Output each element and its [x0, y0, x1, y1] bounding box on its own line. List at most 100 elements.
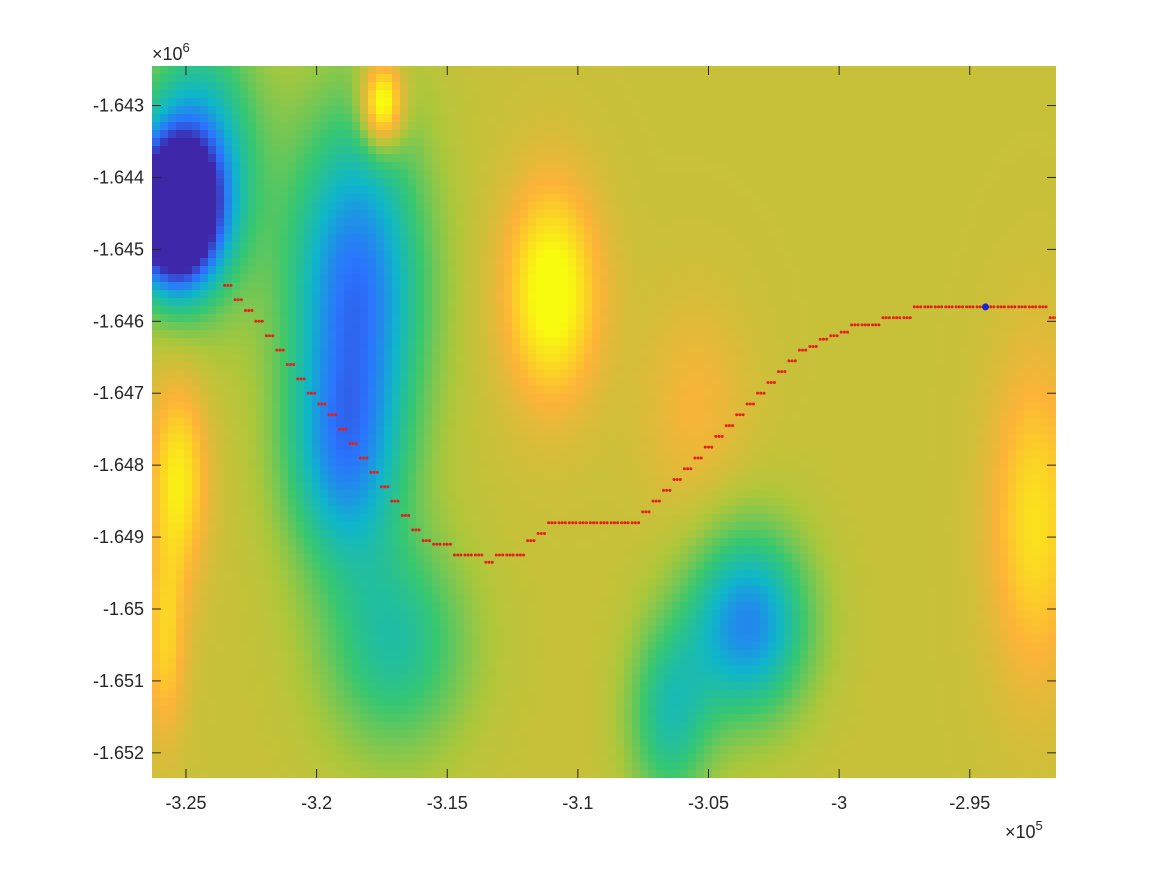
heatmap-cell [960, 194, 969, 203]
heatmap-cell [800, 410, 809, 419]
heatmap-cell [256, 282, 265, 291]
heatmap-cell [304, 266, 313, 275]
heatmap-cell [240, 218, 249, 227]
heatmap-cell [1024, 338, 1033, 347]
heatmap-cell [992, 114, 1001, 123]
heatmap-cell [216, 258, 225, 267]
heatmap-cell [1040, 178, 1049, 187]
heatmap-cell [664, 322, 673, 331]
heatmap-cell [440, 338, 449, 347]
heatmap-cell [800, 274, 809, 283]
heatmap-cell [1032, 106, 1041, 115]
heatmap-cell [760, 322, 769, 331]
heatmap-cell [304, 322, 313, 331]
heatmap-cell [280, 66, 289, 75]
heatmap-cell [976, 298, 985, 307]
heatmap-cell [1032, 258, 1041, 267]
heatmap-cell [880, 146, 889, 155]
heatmap-cell [936, 146, 945, 155]
heatmap-cell [200, 354, 209, 363]
heatmap-cell [464, 266, 473, 275]
heatmap-cell [384, 162, 393, 171]
heatmap-cell [904, 194, 913, 203]
heatmap-cell [288, 194, 297, 203]
heatmap-cell [928, 114, 937, 123]
heatmap-cell [944, 322, 953, 331]
heatmap-cell [416, 154, 425, 163]
heatmap-cell [984, 250, 993, 259]
heatmap-cell [304, 170, 313, 179]
heatmap-cell [600, 298, 609, 307]
heatmap-cell [744, 330, 753, 339]
heatmap-cell [952, 250, 961, 259]
heatmap-cell [1000, 290, 1009, 299]
heatmap-cell [752, 402, 761, 411]
heatmap-cell [592, 410, 601, 419]
heatmap-cell [1008, 226, 1017, 235]
heatmap-cell [688, 218, 697, 227]
heatmap-cell [688, 90, 697, 99]
heatmap-cell [768, 370, 777, 379]
heatmap-cell [784, 354, 793, 363]
heatmap-cell [792, 114, 801, 123]
heatmap-cell [392, 266, 401, 275]
heatmap-cell [936, 250, 945, 259]
heatmap-cell [760, 106, 769, 115]
heatmap-cell [520, 90, 529, 99]
heatmap-cell [864, 114, 873, 123]
heatmap-cell [576, 210, 585, 219]
heatmap-cell [424, 362, 433, 371]
heatmap-cell [704, 306, 713, 315]
heatmap-cell [824, 210, 833, 219]
heatmap-cell [448, 378, 457, 387]
heatmap-cell [1032, 354, 1041, 363]
heatmap-cell [752, 154, 761, 163]
heatmap-cell [216, 402, 225, 411]
heatmap-cell [928, 386, 937, 395]
heatmap-cell [208, 146, 217, 155]
heatmap-cell [896, 234, 905, 243]
heatmap-cell [384, 410, 393, 419]
heatmap-cell [920, 138, 929, 147]
heatmap-cell [288, 290, 297, 299]
heatmap-cell [520, 250, 529, 259]
heatmap-cell [224, 386, 233, 395]
heatmap-cell [552, 274, 561, 283]
heatmap-cell [960, 154, 969, 163]
heatmap-cell [160, 82, 169, 91]
heatmap-cell [592, 234, 601, 243]
heatmap-cell [192, 418, 201, 427]
heatmap-cell [560, 282, 569, 291]
heatmap-cell [936, 82, 945, 91]
heatmap-cell [616, 354, 625, 363]
heatmap-cell [384, 370, 393, 379]
heatmap-cell [216, 354, 225, 363]
heatmap-cell [920, 154, 929, 163]
heatmap-cell [416, 194, 425, 203]
heatmap-cell [368, 130, 377, 139]
heatmap-cell [232, 354, 241, 363]
heatmap-cell [768, 162, 777, 171]
heatmap-cell [224, 130, 233, 139]
heatmap-cell [616, 218, 625, 227]
heatmap-cell [296, 122, 305, 131]
heatmap-cell [304, 82, 313, 91]
heatmap-cell [1008, 170, 1017, 179]
heatmap-cell [824, 178, 833, 187]
heatmap-cell [888, 146, 897, 155]
heatmap-cell [240, 138, 249, 147]
heatmap-cell [288, 186, 297, 195]
heatmap-cell [752, 346, 761, 355]
heatmap-cell [168, 122, 177, 131]
heatmap-cell [648, 234, 657, 243]
heatmap-cell [792, 138, 801, 147]
heatmap-cell [168, 234, 177, 243]
heatmap-cell [368, 242, 377, 251]
heatmap-cell [528, 314, 537, 323]
heatmap-cell [696, 162, 705, 171]
heatmap-cell [1016, 354, 1025, 363]
heatmap-cell [608, 370, 617, 379]
heatmap-cell [784, 130, 793, 139]
heatmap-cell [744, 146, 753, 155]
heatmap-cell [848, 298, 857, 307]
